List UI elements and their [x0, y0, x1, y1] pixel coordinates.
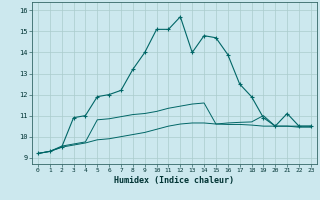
X-axis label: Humidex (Indice chaleur): Humidex (Indice chaleur) — [115, 176, 234, 185]
